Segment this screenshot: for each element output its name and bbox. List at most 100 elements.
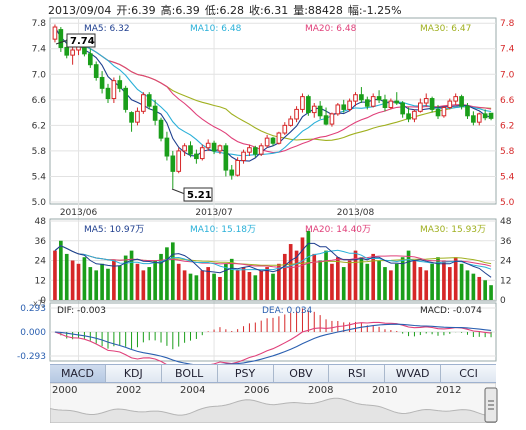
macd-legend-dif: DIF: -0.003 — [57, 306, 106, 316]
candle-body — [394, 100, 400, 104]
high-annotation: 7.74 — [55, 33, 96, 48]
candle-body — [123, 87, 128, 110]
candle-body — [441, 106, 447, 117]
tab-rsi[interactable]: RSI — [329, 365, 386, 382]
volume-bar — [489, 285, 493, 300]
timeline-year-label: 2006 — [244, 385, 270, 396]
price-tick-left: 6.2 — [32, 121, 46, 131]
timeline-year-label: 2004 — [180, 385, 206, 396]
macd-legend-macd: MACD: -0.074 — [420, 306, 482, 316]
volume-bar — [312, 253, 317, 300]
quote-volume: 量:88428 — [293, 4, 343, 17]
timeline-graph — [50, 383, 496, 423]
volume-bar — [112, 260, 116, 300]
volume-bar — [141, 270, 146, 300]
candle-body — [300, 96, 305, 110]
candle-body — [270, 137, 276, 144]
volume-bar — [477, 276, 482, 300]
candle-body — [311, 105, 317, 114]
candle-body — [488, 112, 494, 119]
tab-macd[interactable]: MACD — [50, 365, 106, 382]
quote-open: 开:6.39 — [116, 4, 156, 17]
candle-body — [370, 96, 376, 107]
candle-body — [111, 80, 117, 100]
candle-body — [105, 87, 111, 100]
volume-bar — [418, 267, 423, 300]
candle-body — [64, 46, 70, 56]
price-tick-left: 5.0 — [32, 198, 47, 208]
candle-body — [376, 96, 382, 101]
candle-body — [70, 49, 75, 56]
candle-body — [447, 100, 453, 108]
volume-bar — [224, 263, 228, 300]
volume-axis: 0 0 12 12 24 24 36 36 48 48 — [35, 217, 512, 306]
price-tick-left: 7.4 — [32, 45, 47, 55]
candle-body — [158, 119, 164, 139]
candle-body — [188, 145, 193, 155]
volume-unit: x万 — [33, 299, 46, 308]
candle-body — [135, 110, 140, 123]
timeline-navigator[interactable]: 2000 2002 2004 2006 2008 2010 2012 — [50, 383, 496, 423]
price-tick-right: 6.6 — [500, 96, 515, 106]
candle-body — [129, 112, 134, 123]
volume-bar — [330, 263, 334, 300]
legend-ma20: MA20: 6.48 — [305, 24, 357, 34]
date-tick-label: 2013/07 — [195, 208, 232, 218]
dif-line — [54, 321, 492, 370]
tab-kdj[interactable]: KDJ — [106, 365, 162, 382]
price-tick-right: 5.4 — [500, 172, 515, 182]
candle-body — [117, 80, 123, 89]
volume-bar — [135, 263, 140, 300]
candle-body — [382, 99, 388, 108]
volume-bar — [436, 257, 440, 300]
candle-body — [235, 159, 240, 176]
tab-psy[interactable]: PSY — [218, 365, 274, 382]
volume-bar — [59, 240, 63, 300]
volume-bar — [188, 273, 193, 300]
candle-body — [176, 150, 182, 172]
vol-legend-ma20: MA20: 14.40万 — [305, 225, 371, 235]
volume-bar — [412, 260, 417, 300]
volume-bar — [400, 257, 405, 300]
volume-bar — [347, 260, 352, 300]
legend-ma5: MA5: 6.32 — [84, 24, 130, 34]
macd-tick-left: 0.293 — [20, 304, 46, 314]
candle-body — [347, 100, 352, 110]
candle-body — [418, 102, 423, 112]
volume-bar — [212, 273, 216, 300]
price-tick-right: 7.0 — [500, 70, 515, 80]
volume-bar — [377, 260, 381, 300]
volume-tick-left: 12 — [35, 276, 46, 286]
candle-body — [465, 105, 470, 117]
volume-bar — [465, 270, 470, 300]
volume-bar — [383, 267, 387, 300]
volume-bar — [94, 270, 99, 300]
candle-body — [276, 132, 282, 144]
price-tick-left: 6.6 — [32, 96, 47, 106]
volume-bar — [424, 270, 429, 300]
candle-body — [182, 145, 187, 152]
volume-tick-right: 36 — [500, 237, 512, 247]
volume-tick-left: 0 — [40, 296, 46, 306]
candle-body — [229, 169, 235, 176]
tab-wvad[interactable]: WVAD — [385, 365, 442, 382]
volume-bar — [288, 244, 293, 300]
volume-bar — [123, 255, 128, 300]
macd-tick-left: 0.000 — [20, 328, 46, 338]
tab-boll[interactable]: BOLL — [162, 365, 218, 382]
quote-close: 收:6.31 — [249, 4, 289, 17]
volume-bar — [353, 250, 358, 300]
macd-legend-dea: DEA: 0.034 — [262, 306, 313, 316]
volume-bar — [282, 253, 287, 300]
price-axis-left: 5.0 5.4 5.8 6.2 6.6 7.0 7.4 7.8 — [32, 19, 47, 208]
tab-obv[interactable]: OBV — [274, 365, 330, 382]
volume-bars — [53, 230, 493, 300]
candle-body — [58, 29, 64, 48]
quote-header: 2013/09/04 开:6.39 高:6.39 低:6.28 收:6.31 量:8842… — [48, 2, 407, 18]
volume-tick-left: 48 — [35, 217, 47, 227]
volume-bar — [247, 272, 252, 300]
tab-cci[interactable]: CCI — [459, 367, 478, 380]
timeline-drag-handle[interactable] — [484, 387, 498, 423]
candle-body — [205, 142, 211, 149]
